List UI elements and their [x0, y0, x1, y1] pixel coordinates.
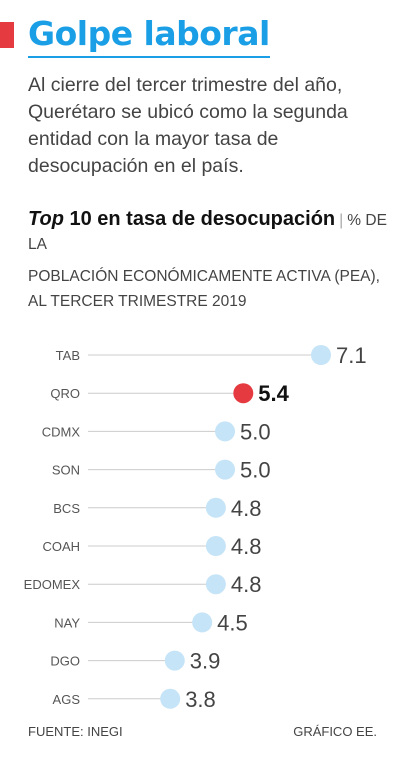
category-label-edomex: EDOMEX: [24, 577, 81, 592]
value-label-cdmx: 5.0: [240, 419, 271, 444]
value-label-edomex: 4.8: [231, 572, 262, 597]
category-label-tab: TAB: [56, 348, 80, 363]
title-accent-bar: [0, 22, 14, 48]
data-point-coah: [205, 536, 226, 556]
value-label-qro: 5.4: [258, 381, 289, 406]
chart-unit-line1: % DE LA: [28, 212, 387, 253]
value-label-nay: 4.5: [217, 610, 248, 635]
data-point-edomex: [205, 574, 226, 595]
data-point-tab: [311, 345, 331, 365]
category-label-nay: NAY: [54, 615, 80, 630]
chart-unit-description: POBLACIÓN ECONÓMICAMENTE ACTIVA (PEA), A…: [28, 268, 380, 310]
source-note: FUENTE: INEGI: [28, 724, 123, 739]
page-title: Golpe laboral: [28, 14, 270, 58]
category-label-ags: AGS: [53, 692, 81, 707]
data-point-cdmx: [215, 421, 236, 442]
value-label-bcs: 4.8: [231, 496, 262, 521]
lead-text: Al cierre del tercer trimestre del año, …: [28, 74, 348, 177]
data-point-dgo: [164, 650, 185, 671]
value-label-ags: 3.8: [185, 687, 216, 712]
category-label-qro: QRO: [50, 386, 80, 401]
chart-title-bold: 10 en tasa de desocupación: [63, 208, 336, 230]
value-label-son: 5.0: [240, 458, 271, 483]
chart-title-separator: |: [339, 212, 344, 229]
credit-note: GRÁFICO EE.: [293, 724, 377, 739]
dot-chart: TAB 7.1 QRO 5.4 CDMX 5.0 SON 5.0 BCS 4.8 COAH 4.8 ED…: [24, 343, 367, 712]
value-label-coah: 4.8: [231, 534, 262, 559]
data-point-ags: [160, 688, 181, 709]
value-label-dgo: 3.9: [190, 649, 221, 674]
category-label-coah: COAH: [42, 539, 80, 554]
category-label-dgo: DGO: [50, 654, 80, 669]
value-label-tab: 7.1: [336, 343, 367, 368]
data-point-nay: [192, 612, 213, 633]
title-block: Golpe laboral: [0, 12, 403, 58]
category-label-cdmx: CDMX: [42, 424, 81, 439]
category-label-son: SON: [52, 463, 80, 478]
category-label-bcs: BCS: [53, 501, 80, 516]
data-point-bcs: [205, 497, 226, 518]
chart-title: Top 10 en tasa de desocupación |% DE LA: [28, 208, 388, 256]
data-point-son: [215, 459, 236, 480]
chart-title-italic: Top: [28, 208, 64, 230]
data-point-qro: [233, 383, 254, 404]
